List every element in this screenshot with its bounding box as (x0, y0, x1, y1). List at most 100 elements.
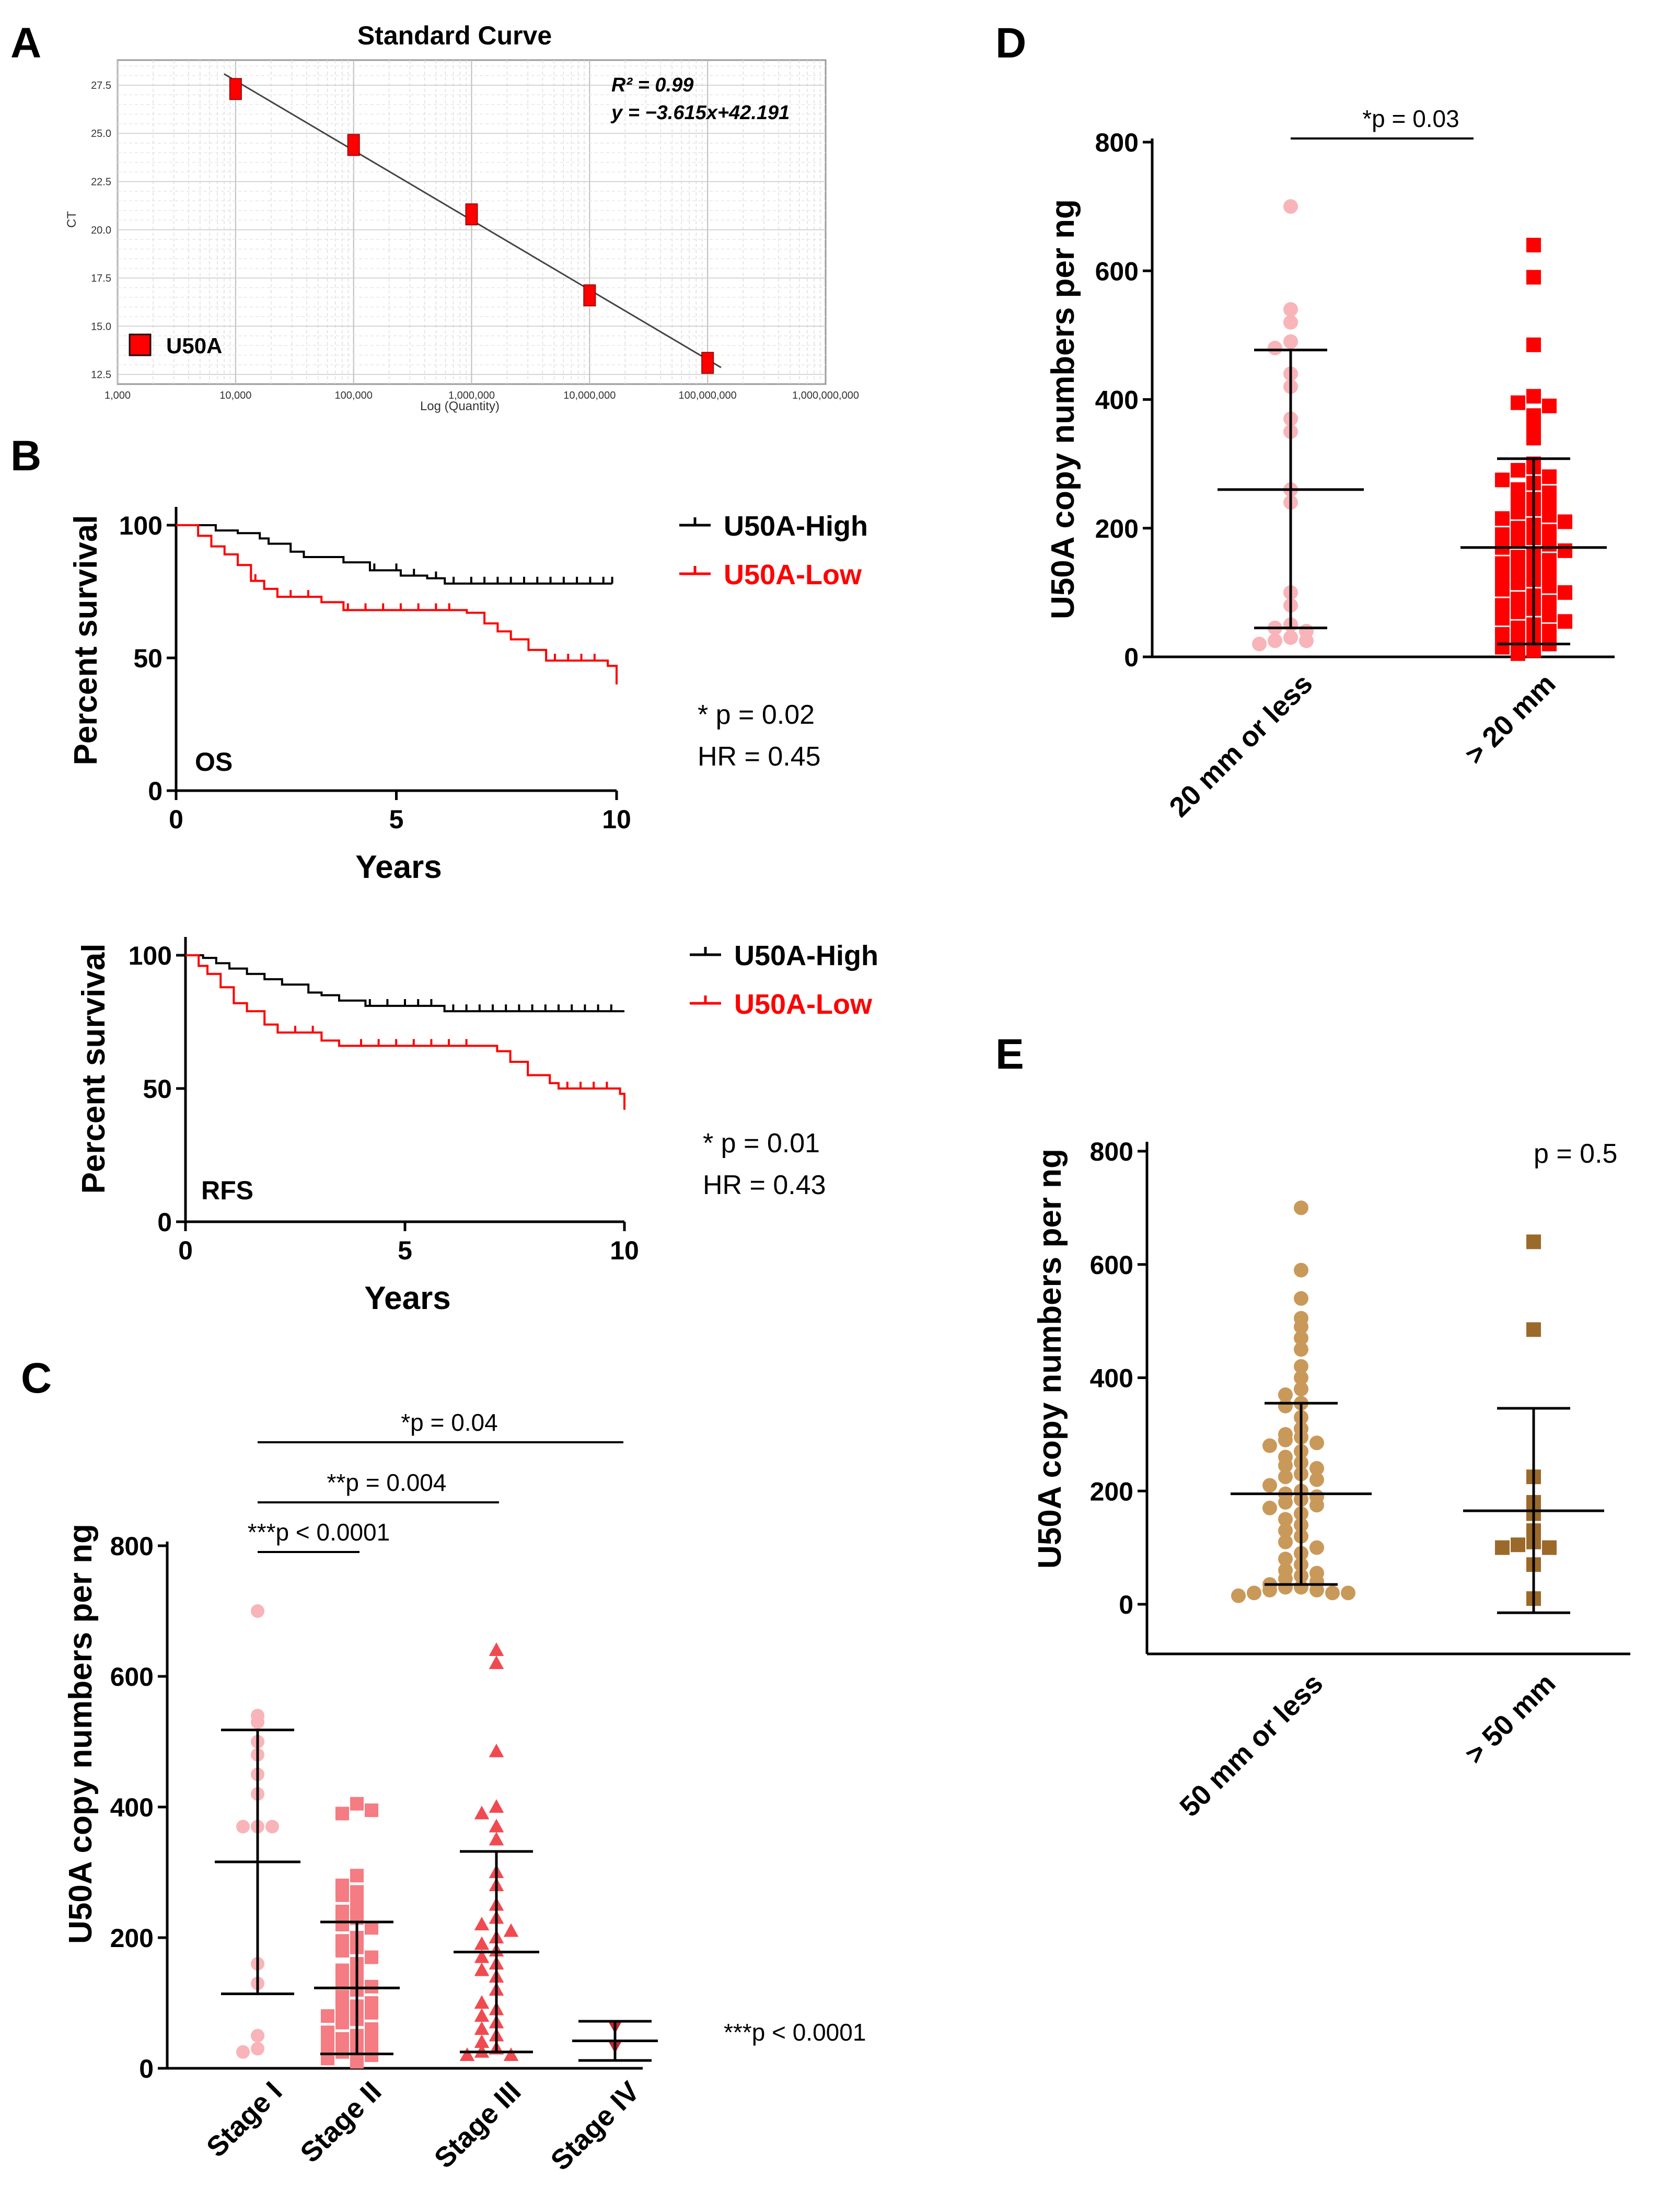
category-label: Stage I (201, 2076, 288, 2163)
x-tick-label: 0 (178, 1236, 193, 1265)
point-square (365, 2006, 378, 2020)
data-point (229, 78, 242, 100)
panel-b-os-xlabel: Years (355, 849, 442, 885)
panel-b-rfs-ylabel: Percent survival (76, 943, 112, 1194)
point-triangle (489, 1743, 504, 1757)
y-tick-label: 600 (1090, 1250, 1133, 1280)
point-circle (1294, 1382, 1308, 1397)
panel-a-title: Standard Curve (357, 21, 552, 50)
point-square (365, 1950, 378, 1964)
y-tick-label: 800 (110, 1532, 154, 1561)
y-tick-label: 600 (110, 1662, 154, 1692)
point-circle (1278, 1387, 1293, 1403)
point-square (1495, 627, 1510, 642)
point-square (1511, 462, 1525, 478)
y-tick-label: 0 (1119, 1590, 1133, 1619)
point-circle (1309, 1435, 1324, 1451)
legend-high-os: U50A-High (724, 511, 868, 542)
panel-b-rfs-pval: * p = 0.01 (703, 1128, 820, 1159)
panel-a-x-tick-labels: 1,000 10,000 100,000 1,000,000 10,000,000 100… (105, 390, 859, 401)
point-triangle (459, 2047, 475, 2062)
category-label: Stage IV (544, 2076, 645, 2176)
point-square (1511, 592, 1525, 607)
point-square (1511, 633, 1525, 648)
y-tick-label: 22.5 (91, 177, 111, 188)
point-square (1511, 562, 1525, 577)
point-square (1495, 611, 1510, 626)
point-circle (1283, 315, 1298, 330)
point-triangle (474, 1949, 490, 1963)
panel-b-os-hr: HR = 0.45 (698, 742, 821, 772)
panel-a-ylabel: CT (65, 211, 79, 228)
point-circle (1283, 630, 1298, 645)
point-circle (236, 2045, 250, 2059)
point-square (1542, 508, 1557, 523)
point-square (1526, 337, 1541, 352)
point-circle (1262, 1582, 1277, 1597)
point-triangle (474, 1917, 490, 1931)
panel-c-plot: 0 200 400 600 800 Stage I Stage II Stage III Sta… (110, 1409, 658, 2176)
panel-b-os-plot: 0 50 100 0 5 10 (119, 507, 631, 834)
point-circle (1231, 1588, 1246, 1603)
point-square (1542, 524, 1557, 539)
point-triangle (489, 1642, 504, 1657)
x-tick-label: 10 (610, 1236, 639, 1265)
panel-b-os-tag: OS (195, 747, 233, 777)
point-circle (251, 1715, 264, 1729)
point-square (335, 1944, 349, 1958)
point-triangle (474, 1962, 490, 1976)
y-tick-label: 200 (1090, 1477, 1133, 1506)
point-circle (1325, 1585, 1340, 1601)
point-square (1542, 595, 1557, 610)
panel-b-os-pval: * p = 0.02 (698, 700, 815, 730)
point-square (1511, 550, 1525, 565)
point-circle (1278, 1495, 1293, 1510)
point-square (365, 1803, 378, 1817)
y-tick-label: 100 (119, 511, 163, 540)
point-square (1511, 620, 1525, 635)
point-square (365, 1921, 378, 1935)
point-square (1495, 582, 1510, 597)
point-triangle (474, 2021, 490, 2035)
data-point (465, 203, 478, 226)
point-square (1542, 578, 1557, 594)
y-tick-label: 12.5 (91, 369, 111, 381)
data-point (583, 284, 596, 307)
point-square (350, 1885, 364, 1899)
point-square (1542, 607, 1557, 622)
comparison-label: **p = 0.004 (327, 1469, 447, 1496)
y-tick-label: 100 (129, 941, 172, 970)
data-point (347, 134, 360, 156)
panel-letter-c: C (21, 1354, 52, 1402)
panel-b-rfs-plot: 0 50 100 0 5 10 (129, 937, 639, 1265)
panel-b-rfs-tag: RFS (201, 1176, 253, 1205)
point-circle (1341, 1585, 1355, 1601)
point-square (335, 1989, 349, 2003)
y-tick-label: 25.0 (91, 128, 111, 140)
panel-a-y-tick-labels: 12.5 15.0 17.5 20.0 22.5 25.0 27.5 (91, 80, 111, 381)
point-circle (1283, 302, 1298, 317)
point-square (1511, 575, 1525, 590)
point-circle (1262, 1478, 1277, 1493)
x-tick-label: 1,000,000 (448, 390, 495, 401)
panel-b-rfs-xlabel: Years (364, 1280, 451, 1316)
y-tick-label: 50 (133, 644, 163, 673)
y-tick-label: 0 (1124, 643, 1139, 672)
y-tick-label: 600 (1095, 257, 1139, 286)
point-square (335, 1888, 349, 1902)
point-square (321, 2039, 334, 2053)
point-square (1526, 431, 1541, 446)
point-circle (1294, 1342, 1308, 1357)
km-curve-u50a-low (176, 524, 618, 685)
point-square (1511, 534, 1525, 549)
panel-letter-a: A (10, 19, 41, 67)
point-square (1511, 504, 1525, 519)
data-point (701, 352, 714, 374)
point-circle (1294, 1263, 1308, 1278)
panel-e-plot: 0 200 400 600 800 50 mm or less > 50 mm (1090, 1137, 1630, 1823)
point-circle (1294, 1370, 1308, 1385)
point-triangle (474, 1805, 490, 1820)
km-curve-u50a-high (185, 954, 624, 1013)
category-label: Stage III (428, 2076, 527, 2174)
point-square (365, 2022, 378, 2036)
